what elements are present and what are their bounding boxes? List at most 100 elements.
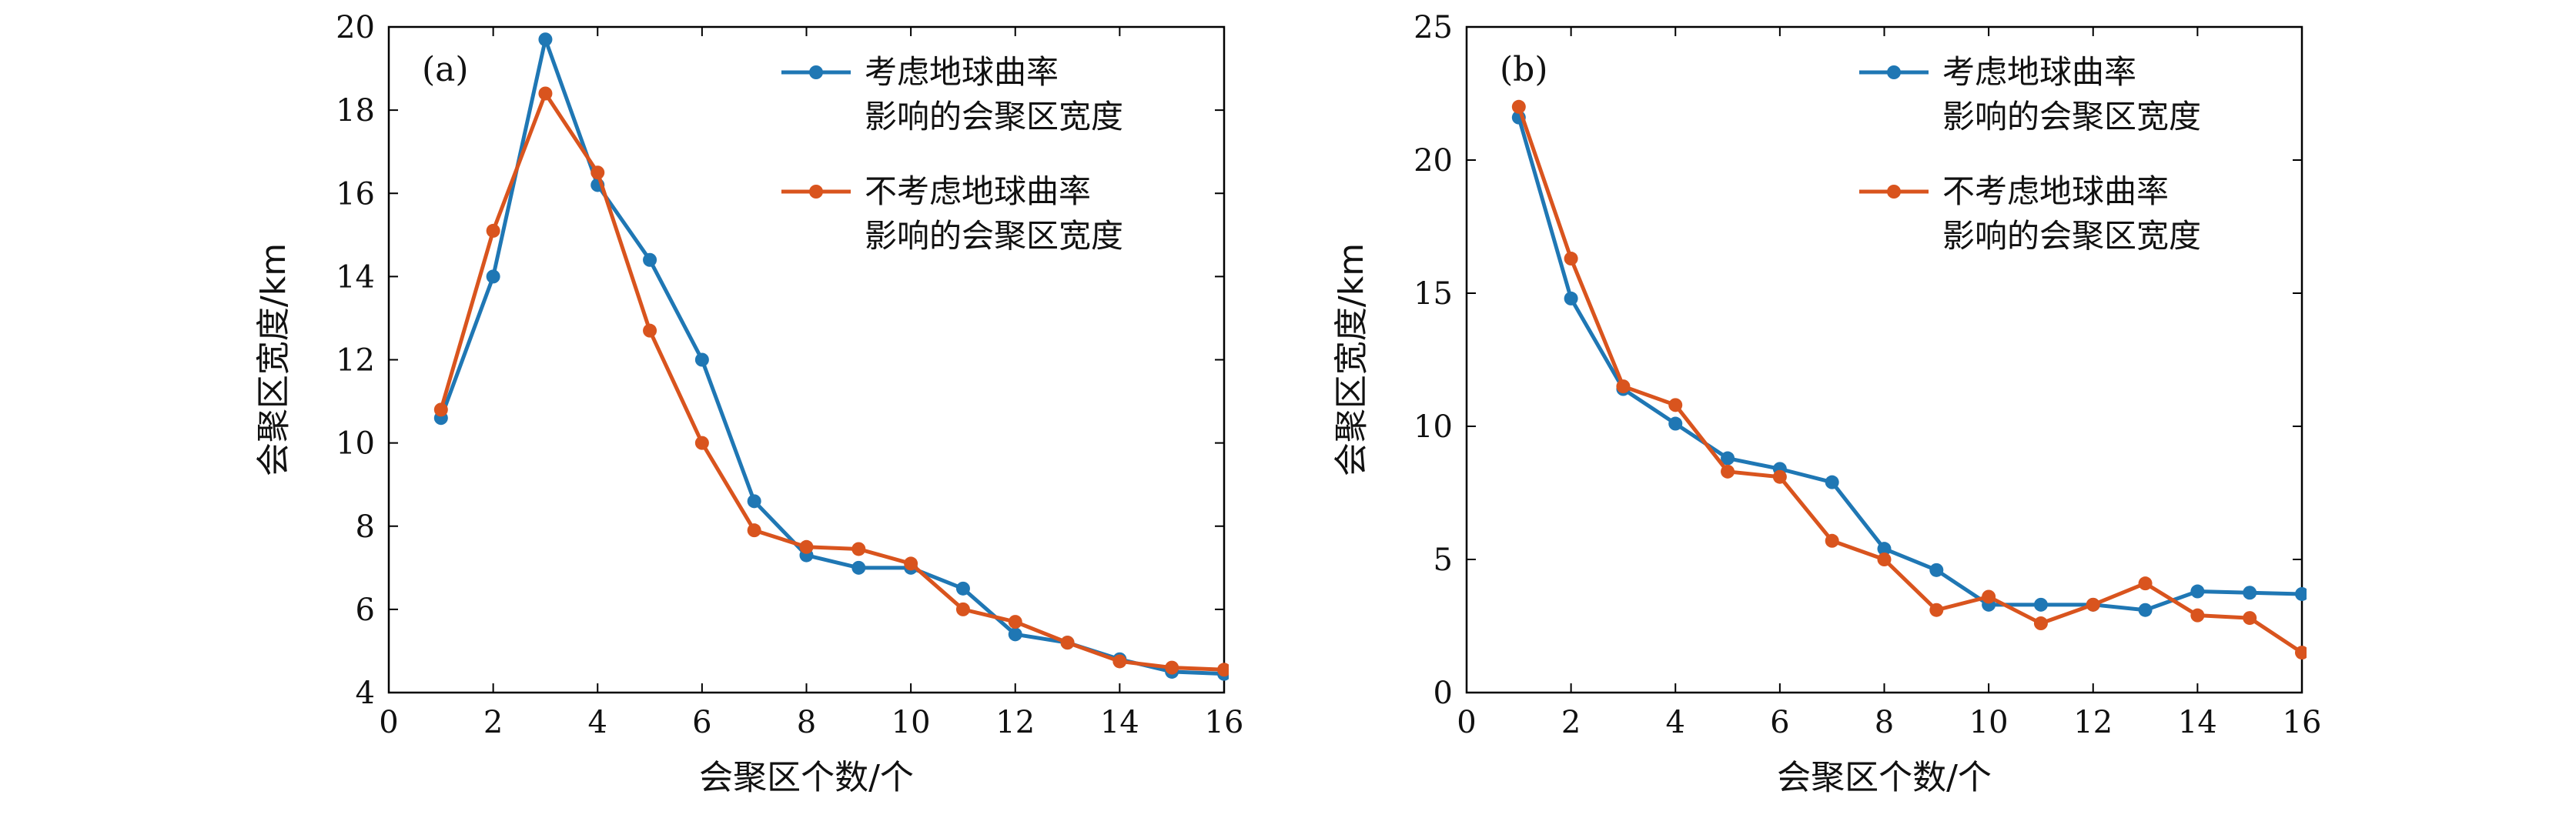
x-tick-label: 2 xyxy=(483,705,503,740)
data-point xyxy=(2243,611,2257,626)
legend-marker xyxy=(809,185,823,199)
data-point xyxy=(851,560,866,575)
x-axis-label: 会聚区个数/个 xyxy=(699,758,914,797)
y-tick-label: 16 xyxy=(336,176,375,212)
series-line xyxy=(439,92,1225,672)
y-tick-label: 8 xyxy=(356,509,375,545)
data-point xyxy=(1825,475,1839,489)
x-tick-label: 10 xyxy=(892,705,931,740)
data-point xyxy=(2295,646,2307,660)
data-point xyxy=(486,223,500,238)
data-point xyxy=(799,539,814,554)
data-point xyxy=(1877,553,1892,566)
x-tick-label: 4 xyxy=(588,705,607,740)
data-point xyxy=(1877,542,1892,556)
x-tick-label: 16 xyxy=(1205,705,1244,740)
data-point xyxy=(1217,663,1229,677)
data-point xyxy=(1982,589,1996,604)
data-point xyxy=(904,556,918,571)
x-tick-label: 10 xyxy=(1969,705,2009,740)
y-tick-label: 6 xyxy=(356,593,375,628)
series-line xyxy=(1517,105,2303,655)
chart-panel-b: 0 2 4 6 8 10 12 14 16 0 5 10 15 20 25 会聚区个数/个 会聚区宽度/km (b… xyxy=(1332,10,2321,797)
y-tick-label: 20 xyxy=(336,10,375,45)
data-point xyxy=(1825,533,1839,548)
y-tick-label: 10 xyxy=(336,426,375,462)
data-point xyxy=(1668,398,1683,412)
data-point xyxy=(1008,627,1022,642)
data-point xyxy=(1564,291,1578,305)
y-tick-label: 5 xyxy=(1434,543,1453,578)
x-tick-label: 2 xyxy=(1561,705,1581,740)
x-tick-label: 16 xyxy=(2283,705,2322,740)
legend-entry-text: 不考虑地球曲率 xyxy=(865,172,1091,210)
legend-marker xyxy=(809,65,823,79)
series-without-curvature xyxy=(433,86,1229,677)
y-tick-label: 0 xyxy=(1434,676,1453,711)
y-tick-label: 14 xyxy=(336,259,375,295)
data-point xyxy=(1721,464,1735,479)
legend-entry-text: 考虑地球曲率 xyxy=(1942,53,2136,91)
legend-entry-text: 考虑地球曲率 xyxy=(865,53,1059,91)
data-point xyxy=(1929,603,1944,617)
data-point xyxy=(538,32,553,47)
panel-label: (b) xyxy=(1500,50,1548,89)
x-tick-label: 6 xyxy=(692,705,711,740)
legend-entry-text: 影响的会聚区宽度 xyxy=(865,98,1123,135)
legend-entry-text: 不考虑地球曲率 xyxy=(1942,172,2169,210)
y-tick-label: 25 xyxy=(1413,10,1453,45)
data-point xyxy=(1008,615,1022,629)
data-point xyxy=(590,165,605,180)
legend-marker xyxy=(1887,185,1901,199)
x-tick-label: 0 xyxy=(1457,705,1476,740)
data-point xyxy=(2138,576,2153,591)
y-tick-label: 4 xyxy=(356,676,375,711)
data-point xyxy=(2138,603,2153,617)
data-point xyxy=(1165,660,1179,675)
legend-marker xyxy=(1887,65,1901,79)
y-axis-label: 会聚区宽度/km xyxy=(254,243,293,476)
data-point xyxy=(2033,616,2048,631)
data-point xyxy=(851,542,866,556)
y-tick-label: 18 xyxy=(336,93,375,129)
data-point xyxy=(1721,451,1735,466)
data-point xyxy=(694,436,709,450)
data-point xyxy=(643,252,657,267)
data-point xyxy=(955,602,970,616)
series-with-curvature xyxy=(1511,110,2307,617)
data-point xyxy=(2295,586,2307,601)
data-point xyxy=(694,352,709,367)
x-tick-label: 12 xyxy=(995,705,1035,740)
legend-entry-text: 影响的会聚区宽度 xyxy=(865,217,1123,255)
data-point xyxy=(1616,379,1631,394)
data-point xyxy=(747,523,761,538)
x-tick-label: 6 xyxy=(1770,705,1789,740)
x-tick-label: 12 xyxy=(2073,705,2113,740)
data-point xyxy=(2190,584,2205,599)
data-point xyxy=(2243,586,2257,600)
data-point xyxy=(1112,654,1127,669)
data-point xyxy=(955,581,970,596)
y-tick-label: 20 xyxy=(1413,143,1453,179)
data-point xyxy=(1668,416,1683,431)
data-point xyxy=(1929,563,1944,577)
x-tick-label: 0 xyxy=(379,705,398,740)
y-tick-label: 10 xyxy=(1413,409,1453,445)
y-tick-label: 12 xyxy=(336,343,375,379)
y-tick-label: 15 xyxy=(1413,276,1453,312)
x-tick-label: 8 xyxy=(797,705,816,740)
x-tick-label: 4 xyxy=(1666,705,1685,740)
data-point xyxy=(2190,608,2205,623)
data-point xyxy=(1772,469,1787,484)
x-tick-label: 8 xyxy=(1875,705,1894,740)
y-axis-label: 会聚区宽度/km xyxy=(1332,243,1371,476)
legend-entry-text: 影响的会聚区宽度 xyxy=(1942,98,2201,135)
data-point xyxy=(2086,597,2100,612)
data-point xyxy=(2033,597,2048,612)
data-point xyxy=(1511,99,1526,114)
x-axis-label: 会聚区个数/个 xyxy=(1777,758,1992,797)
data-point xyxy=(643,323,657,338)
data-point xyxy=(1564,252,1578,266)
data-point xyxy=(538,86,553,101)
